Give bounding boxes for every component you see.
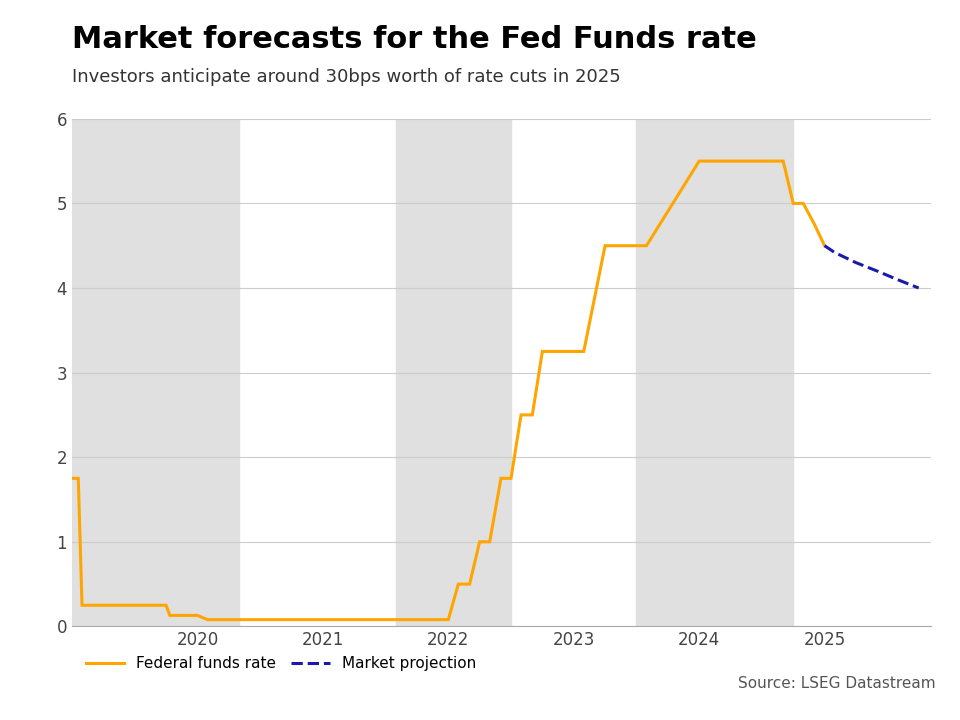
Legend: Federal funds rate, Market projection: Federal funds rate, Market projection [80,650,482,677]
Bar [636,119,793,626]
Bar [396,119,511,626]
Bar [72,119,239,626]
Text: Source: LSEG Datastream: Source: LSEG Datastream [738,676,936,691]
Text: Market forecasts for the Fed Funds rate: Market forecasts for the Fed Funds rate [72,25,756,54]
Text: Investors anticipate around 30bps worth of rate cuts in 2025: Investors anticipate around 30bps worth … [72,68,621,86]
